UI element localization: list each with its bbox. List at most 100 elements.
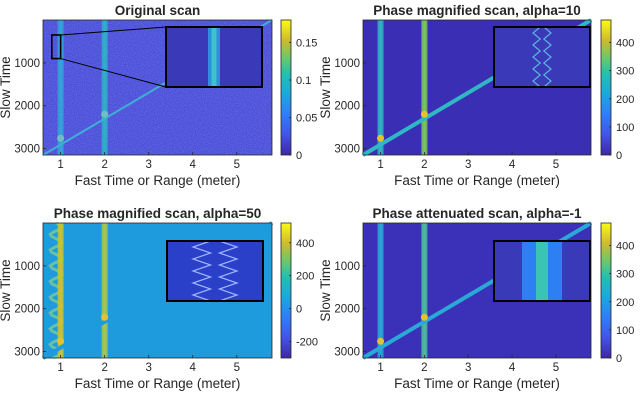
x-tick-label: 1 bbox=[57, 362, 63, 374]
x-tick-label: 4 bbox=[509, 159, 516, 171]
colorbar-tick-label: -200 bbox=[296, 337, 318, 349]
axes-frame bbox=[362, 222, 592, 359]
panel-1: 1 2 3 4 5 1000 2000 3000 Original scan Fast Time … bbox=[0, 3, 317, 188]
crossing-hotspot-2 bbox=[101, 110, 109, 118]
chart-title: Phase attenuated scan, alpha=-1 bbox=[373, 206, 582, 221]
zoom-source-box bbox=[51, 34, 62, 60]
crossing-hotspot-2 bbox=[420, 313, 428, 321]
y-tick-label: 1000 bbox=[14, 261, 40, 273]
colorbar-tick-label: 0.15 bbox=[296, 38, 317, 50]
y-tick-label: 3000 bbox=[334, 347, 360, 359]
x-axis-label: Fast Time or Range (meter) bbox=[394, 173, 560, 188]
y-axis-label: Slow Time bbox=[318, 259, 333, 321]
inset-frame bbox=[493, 26, 591, 88]
range-band-core-2 bbox=[103, 223, 106, 358]
colorbar bbox=[280, 222, 292, 359]
axes-frame bbox=[42, 19, 273, 156]
crossing-hotspot-2 bbox=[420, 110, 428, 118]
x-tick-label: 1 bbox=[57, 159, 63, 171]
crossing-hotspot-1 bbox=[377, 337, 385, 345]
inset-frame bbox=[493, 240, 591, 302]
y-tick-label: 3000 bbox=[334, 144, 360, 156]
x-tick-label: 5 bbox=[553, 159, 559, 171]
x-tick-label: 1 bbox=[377, 159, 383, 171]
y-tick-label: 3000 bbox=[14, 347, 40, 359]
colorbar-tick-label: 0.1 bbox=[296, 75, 311, 87]
crossing-hotspot-1 bbox=[57, 134, 65, 142]
y-tick-label: 2000 bbox=[334, 304, 360, 316]
colorbar-tick-label: 300 bbox=[616, 66, 634, 78]
colorbar-tick-label: 100 bbox=[616, 325, 634, 337]
inset-frame bbox=[166, 240, 264, 302]
y-tick-label: 1000 bbox=[334, 58, 360, 70]
inset-background bbox=[167, 241, 263, 301]
y-tick-label: 3000 bbox=[14, 144, 40, 156]
y-axis-label: Slow Time bbox=[0, 259, 13, 321]
colorbar bbox=[600, 222, 612, 359]
zoom-connector-top bbox=[60, 26, 167, 36]
colorbar-tick-label: 200 bbox=[616, 94, 634, 106]
range-band-core-1 bbox=[59, 223, 62, 358]
inset-zigzag bbox=[217, 240, 239, 302]
inset-background bbox=[494, 27, 590, 87]
range-band-core-1 bbox=[59, 20, 62, 155]
x-tick-label: 4 bbox=[509, 362, 516, 374]
colorbar bbox=[600, 19, 612, 156]
y-tick-label: 2000 bbox=[14, 101, 40, 113]
colorbar-tick-label: 100 bbox=[616, 122, 634, 134]
axes-frame bbox=[362, 19, 592, 156]
chart-title: Phase magnified scan, alpha=10 bbox=[373, 3, 580, 18]
inset-zigzag bbox=[191, 240, 213, 302]
x-tick-label: 5 bbox=[553, 362, 559, 374]
y-tick-label: 2000 bbox=[334, 101, 360, 113]
zoom-connector-bottom bbox=[60, 58, 167, 88]
colorbar-tick-label: 0 bbox=[616, 353, 622, 365]
y-axis-label: Slow Time bbox=[318, 56, 333, 118]
x-tick-label: 2 bbox=[101, 159, 107, 171]
x-tick-label: 4 bbox=[190, 159, 197, 171]
x-tick-label: 2 bbox=[421, 159, 427, 171]
inset-zigzag bbox=[532, 26, 542, 88]
x-tick-label: 5 bbox=[234, 362, 240, 374]
x-axis-label: Fast Time or Range (meter) bbox=[394, 376, 560, 391]
range-band-core-2 bbox=[423, 223, 426, 358]
colorbar-tick-label: 200 bbox=[616, 297, 634, 309]
x-tick-label: 3 bbox=[465, 159, 471, 171]
range-band-core-1 bbox=[379, 223, 382, 358]
y-tick-label: 1000 bbox=[14, 58, 40, 70]
x-tick-label: 2 bbox=[101, 362, 107, 374]
crossing-hotspot-2 bbox=[101, 313, 109, 321]
y-axis-label: Slow Time bbox=[0, 56, 13, 118]
x-tick-label: 2 bbox=[421, 362, 427, 374]
colorbar-tick-label: 200 bbox=[296, 271, 314, 283]
chart-title: Phase magnified scan, alpha=50 bbox=[54, 206, 261, 221]
x-tick-label: 5 bbox=[234, 159, 240, 171]
crossing-hotspot-1 bbox=[377, 134, 385, 142]
chart-title: Original scan bbox=[115, 3, 201, 18]
axes-frame bbox=[42, 222, 273, 359]
y-tick-label: 1000 bbox=[334, 261, 360, 273]
colorbar-tick-label: 400 bbox=[296, 238, 314, 250]
inset-frame bbox=[165, 26, 263, 88]
inset-band-core bbox=[536, 241, 548, 301]
colorbar bbox=[280, 19, 292, 156]
x-tick-label: 3 bbox=[465, 362, 471, 374]
x-tick-label: 3 bbox=[145, 362, 151, 374]
colorbar-tick-label: 0.05 bbox=[296, 113, 317, 125]
x-axis-label: Fast Time or Range (meter) bbox=[75, 376, 241, 391]
colorbar-tick-label: 0 bbox=[616, 150, 622, 162]
range-band-core-2 bbox=[103, 20, 106, 155]
colorbar-tick-label: 400 bbox=[616, 241, 634, 253]
colorbar-tick-label: 0 bbox=[296, 150, 302, 162]
x-tick-label: 3 bbox=[145, 159, 151, 171]
crossing-hotspot-1 bbox=[57, 337, 65, 345]
colorbar-tick-label: 0 bbox=[296, 304, 302, 316]
x-tick-label: 1 bbox=[377, 362, 383, 374]
range-band-core-1 bbox=[379, 20, 382, 155]
x-axis-label: Fast Time or Range (meter) bbox=[75, 173, 241, 188]
range-band-core-2 bbox=[423, 20, 426, 155]
